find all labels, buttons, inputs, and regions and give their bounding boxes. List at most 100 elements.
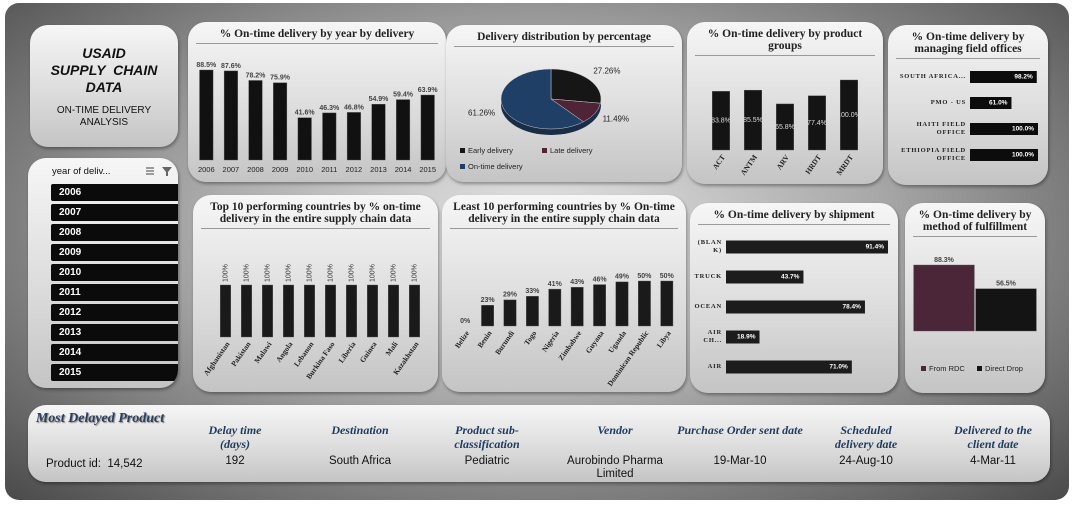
- slicer: year of deliv... 2006 2007 2008 2009 2010 201…: [28, 158, 178, 388]
- slicer-item[interactable]: 2009: [51, 244, 178, 261]
- y-tick-label: AIR: [707, 363, 722, 370]
- value-label: 29%: [503, 292, 518, 299]
- value-label: 88.5%: [196, 62, 217, 69]
- value-label: 43%: [570, 279, 585, 286]
- bar: [283, 284, 294, 338]
- subtitle-line: ON-TIME DELIVERY: [56, 105, 152, 116]
- field-value: 19-Mar-10: [713, 455, 767, 467]
- bar: [839, 79, 858, 151]
- value-label: 33%: [525, 288, 540, 295]
- y-tick-label: PMO - US: [930, 99, 966, 106]
- value-label: 50%: [637, 273, 652, 280]
- value-label: 100%: [411, 264, 418, 282]
- field-label: Scheduled delivery date: [834, 423, 898, 451]
- y-tick-label: TRUCK: [694, 273, 722, 280]
- x-tick-label: Dominican Republic: [605, 328, 650, 387]
- field-value: Pediatric: [464, 455, 510, 467]
- chart: 88.5% 2006 87.6% 2007 78.2% 2008 75.9% 2009 41.6…: [196, 62, 438, 174]
- value-label: 49%: [615, 274, 630, 281]
- x-tick-label: Belize: [453, 328, 472, 349]
- y-tick-label: OCEAN: [694, 303, 722, 310]
- slicer-item[interactable]: 2006: [51, 184, 178, 201]
- value-label: 11.49%: [603, 114, 630, 123]
- legend-swatch: [460, 164, 465, 169]
- header-title: USAID SUPPLY CHAIN DATA: [30, 45, 178, 96]
- bar: [371, 103, 386, 161]
- bar: [775, 103, 794, 151]
- slicer-item[interactable]: 2011: [51, 284, 178, 301]
- chart-panel: % On-time delivery by product groups 83.8…: [687, 22, 883, 184]
- bar: [548, 288, 562, 327]
- slicer-item[interactable]: 2010: [51, 264, 178, 281]
- field-value: Aurobindo Pharma Limited: [567, 455, 663, 480]
- y-tick-label: AIR CH...: [703, 329, 722, 344]
- bar: [241, 284, 252, 338]
- bar: [593, 284, 606, 327]
- y-tick-label: (BLANK): [697, 239, 722, 254]
- field-label: Product sub-classification: [454, 423, 520, 451]
- chart-title: Top 10 performing countries by % on-time…: [201, 201, 430, 229]
- chart: 91.4% 43.7% 78.4% 18.9% 71.0%: [726, 240, 888, 374]
- bar: [262, 284, 273, 338]
- value-label: 78.2%: [246, 72, 267, 79]
- value-label: 77.4%: [807, 120, 827, 127]
- slicer-item[interactable]: 2008: [51, 224, 178, 241]
- chart-panel: % On-time delivery by year by delivery 88…: [188, 22, 446, 182]
- value-label: 71.0%: [829, 364, 848, 371]
- value-label: 54.9%: [369, 96, 390, 103]
- slicer-item[interactable]: 2013: [51, 324, 178, 341]
- x-tick-label: 2012: [346, 165, 363, 174]
- bar: [970, 123, 1038, 135]
- bar: [388, 284, 399, 338]
- bar: [297, 117, 312, 161]
- product-id-label: Product id:: [46, 458, 101, 470]
- product-id-value: 14,542: [107, 458, 143, 470]
- x-tick-label: Libya: [655, 329, 673, 350]
- slicer-icons[interactable]: [144, 165, 174, 177]
- legend-swatch: [921, 366, 926, 371]
- slicer-item[interactable]: 2012: [51, 304, 178, 321]
- y-tick-label: SOUTH AFRICA...: [899, 73, 966, 80]
- chart-title: % On-time delivery by year by delivery: [196, 28, 438, 44]
- chart-title: Delivery distribution by percentage: [454, 31, 674, 47]
- field-value: 24-Aug-10: [839, 455, 893, 467]
- bar: [975, 288, 1037, 332]
- title-line: SUPPLY CHAIN: [50, 62, 158, 78]
- value-label: 100%: [222, 264, 229, 282]
- bar: [481, 305, 494, 327]
- chart-panel: Top 10 performing countries by % on-time…: [193, 195, 438, 392]
- value-label: 78.4%: [843, 304, 862, 311]
- bar: [615, 281, 629, 327]
- x-tick-label: 2008: [247, 165, 264, 174]
- value-label: 46.8%: [344, 104, 365, 111]
- bar: [396, 99, 411, 161]
- x-tick-label: Guinea: [358, 340, 379, 364]
- slicer-item[interactable]: 2014: [51, 344, 178, 361]
- bar: [273, 82, 288, 161]
- x-tick-label: Burundi: [493, 329, 516, 356]
- value-label: 46.3%: [319, 105, 340, 112]
- x-tick-label: 2006: [198, 165, 215, 174]
- slicer-item[interactable]: 2007: [51, 204, 178, 221]
- bar: [660, 280, 674, 327]
- chart: 88.3% 56.5% From RDC Direct Drop: [913, 257, 1037, 373]
- bar: [638, 280, 651, 327]
- x-tick-label: Nigeria: [540, 329, 561, 354]
- value-label: 23%: [481, 297, 496, 304]
- x-tick-label: ANTM: [739, 153, 760, 177]
- x-tick-label: Benin: [476, 328, 495, 349]
- chart-panel: % On-time delivery by method of fulfillm…: [905, 203, 1045, 393]
- value-label: 46%: [593, 276, 608, 283]
- bar: [346, 284, 357, 338]
- value-label: 98.2%: [1014, 74, 1033, 81]
- slicer-item[interactable]: 2015: [51, 364, 178, 381]
- bar: [744, 89, 763, 151]
- bar: [367, 284, 378, 338]
- value-label: 50%: [660, 273, 675, 280]
- x-tick-label: Liberia: [337, 340, 358, 365]
- x-tick-label: 2011: [321, 165, 337, 174]
- value-label: 75.9%: [270, 75, 291, 82]
- value-label: 100%: [327, 264, 334, 282]
- chart: 0% Belize 23% Benin 29% Burundi 33% Togo 41% Nige…: [453, 273, 675, 388]
- x-tick-label: Mali: [384, 340, 400, 357]
